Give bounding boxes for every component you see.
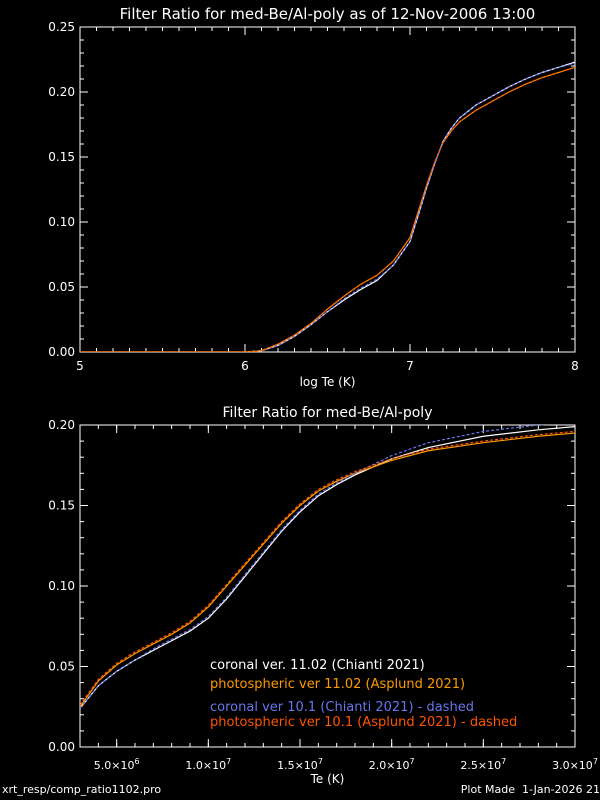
y-tick-label: 0.05 bbox=[48, 280, 75, 294]
y-tick-label: 0.00 bbox=[48, 740, 75, 754]
y-tick-label: 0.10 bbox=[48, 215, 75, 229]
x-tick-label: 1.5×107 bbox=[277, 757, 323, 772]
y-tick-label: 0.15 bbox=[48, 499, 75, 513]
x-tick-label: 2.5×107 bbox=[460, 757, 506, 772]
x-tick-label: 6 bbox=[241, 359, 249, 373]
bottom-panel-te: Filter Ratio for med-Be/Al-poly 0.00 0.05 0… bbox=[48, 405, 598, 786]
x-tick-label: 1.0×107 bbox=[185, 757, 231, 772]
x-tick-label: 8 bbox=[571, 359, 579, 373]
series-line-2 bbox=[80, 432, 575, 708]
legend-entry-1: coronal ver. 11.02 (Chianti 2021) bbox=[210, 658, 425, 673]
x-tick-label: 2.0×107 bbox=[369, 757, 415, 772]
legend-entry-3: coronal ver 10.1 (Chianti 2021) - dashed bbox=[210, 700, 474, 715]
series-line-3 bbox=[80, 62, 575, 352]
y-tick-label: 0.20 bbox=[48, 418, 75, 432]
y-tick-label: 0.10 bbox=[48, 579, 75, 593]
chart-title: Filter Ratio for med-Be/Al-poly as of 12… bbox=[120, 5, 536, 23]
footer-plot-date: Plot Made 1-Jan-2026 21 bbox=[460, 783, 600, 796]
top-panel-log-te: Filter Ratio for med-Be/Al-poly as of 12… bbox=[48, 5, 579, 389]
y-tick-label: 0.25 bbox=[48, 20, 75, 34]
x-axis-label: log Te (K) bbox=[300, 375, 356, 389]
y-tick-label: 0.15 bbox=[48, 150, 75, 164]
chart-title: Filter Ratio for med-Be/Al-poly bbox=[223, 405, 433, 421]
x-tick-label: 5.0×106 bbox=[94, 757, 140, 772]
x-tick-label: 7 bbox=[406, 359, 414, 373]
series-line-4 bbox=[80, 66, 575, 352]
legend-entry-2: photospheric ver 11.02 (Asplund 2021) bbox=[210, 677, 465, 692]
footer-script-name: xrt_resp/comp_ratio1102.pro bbox=[2, 783, 162, 796]
y-tick-label: 0.05 bbox=[48, 660, 75, 674]
x-tick-label: 5 bbox=[76, 359, 84, 373]
series-line-3 bbox=[80, 425, 553, 709]
legend-entry-4: photospheric ver 10.1 (Asplund 2021) - d… bbox=[210, 715, 517, 730]
y-tick-label: 0.20 bbox=[48, 85, 75, 99]
x-tick-label: 3.0×107 bbox=[552, 757, 598, 772]
y-tick-label: 0.00 bbox=[48, 345, 75, 359]
x-axis-label: Te (K) bbox=[310, 772, 345, 786]
